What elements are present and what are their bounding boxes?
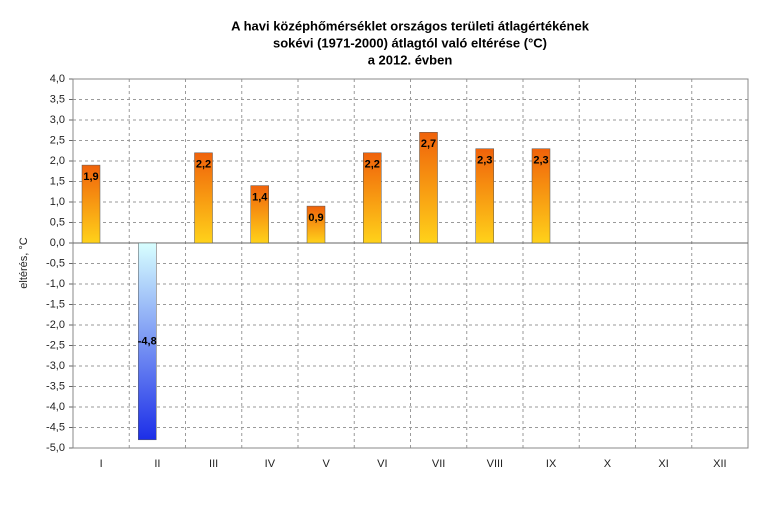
bar <box>475 148 494 244</box>
bar <box>138 242 157 441</box>
value-label: 2,2 <box>196 159 211 171</box>
x-tick-label: VI <box>377 458 387 470</box>
y-tick-label: 1,5 <box>50 175 65 187</box>
x-tick-label: IX <box>546 458 557 470</box>
y-tick-label: -4,0 <box>46 401 65 413</box>
x-tick-label: III <box>209 458 218 470</box>
y-tick-label: 0,5 <box>50 216 65 228</box>
x-tick-label: X <box>604 458 612 470</box>
bar <box>531 148 551 244</box>
y-tick-label: -2,0 <box>46 319 65 331</box>
y-tick-label: 4,0 <box>50 73 65 85</box>
y-tick-label: 0,0 <box>50 237 65 249</box>
y-tick-label: 3,5 <box>50 93 65 105</box>
y-tick-label: 1,0 <box>50 196 65 208</box>
x-tick-label: V <box>322 458 330 470</box>
y-axis-label: eltérés, °C <box>18 237 30 289</box>
bar <box>419 132 438 244</box>
bar <box>194 152 213 244</box>
x-tick-label: VIII <box>487 458 504 470</box>
y-tick-label: -0,5 <box>46 257 65 269</box>
x-tick-label: VII <box>432 458 445 470</box>
value-label: 0,9 <box>308 212 323 224</box>
value-label: 1,9 <box>83 171 98 183</box>
x-tick-label: IV <box>265 458 276 470</box>
plot-border <box>72 78 749 449</box>
y-tick-label: -2,5 <box>46 339 65 351</box>
bar <box>363 152 382 244</box>
x-tick-label: XII <box>713 458 726 470</box>
bar <box>306 205 326 244</box>
y-tick-label: -5,0 <box>46 442 65 454</box>
chart-title: sokévi (1971-2000) átlagtól való eltérés… <box>273 35 547 50</box>
y-tick-label: 3,0 <box>50 114 65 126</box>
bar <box>250 185 269 244</box>
y-tick-label: -3,0 <box>46 360 65 372</box>
y-tick-label: -1,0 <box>46 278 65 290</box>
value-label: 2,2 <box>365 159 380 171</box>
y-tick-label: -3,5 <box>46 380 65 392</box>
x-tick-label: II <box>154 458 160 470</box>
value-label: 2,7 <box>421 138 436 150</box>
value-label: 1,4 <box>252 192 268 204</box>
value-label: 2,3 <box>477 155 492 167</box>
y-tick-label: -4,5 <box>46 421 65 433</box>
y-tick-label: 2,0 <box>50 155 65 167</box>
chart-title: a 2012. évben <box>368 52 453 67</box>
x-tick-label: I <box>100 458 103 470</box>
bar <box>81 164 101 244</box>
x-tick-label: XI <box>658 458 668 470</box>
value-label: 2,3 <box>533 155 548 167</box>
value-label: -4,8 <box>138 335 157 347</box>
y-tick-label: -1,5 <box>46 298 65 310</box>
chart-title: A havi középhőmérséklet országos terület… <box>231 18 590 33</box>
y-tick-label: 2,5 <box>50 134 65 146</box>
